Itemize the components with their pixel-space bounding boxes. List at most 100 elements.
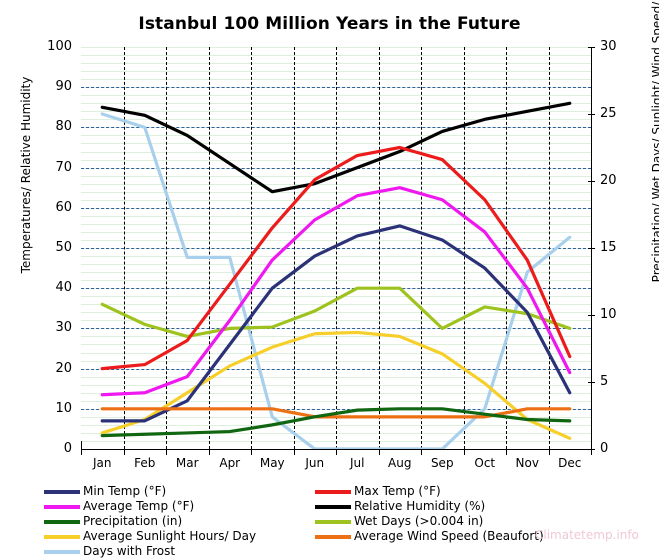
legend-item-label: Max Temp (°F) <box>354 484 441 498</box>
series-line <box>100 407 572 438</box>
series-lines <box>100 101 572 449</box>
legend-item[interactable]: Max Temp (°F) <box>315 484 544 499</box>
legend-item[interactable]: Wet Days (>0.004 in) <box>315 514 544 529</box>
y-axis-left-tick-label: 10 <box>55 400 72 416</box>
gridline-vertical <box>506 47 507 449</box>
y-axis-right-tick <box>588 248 595 249</box>
y-axis-right-tick-label: 20 <box>600 173 617 188</box>
legend-item[interactable]: Average Sunlight Hours/ Day <box>44 529 256 544</box>
gridline-vertical <box>293 47 295 449</box>
gridline-vertical <box>421 47 422 449</box>
y-axis-left-tick-label: 20 <box>55 360 72 376</box>
legend-item[interactable]: Min Temp (°F) <box>44 484 256 499</box>
legend-item[interactable]: Average Temp (°F) <box>44 499 256 514</box>
gridline-vertical <box>378 47 380 449</box>
legend-item-label: Min Temp (°F) <box>83 484 167 498</box>
y-axis-left-tick-label: 80 <box>55 119 72 135</box>
y-axis-left-tick-label: 70 <box>55 159 72 175</box>
y-axis-left-tick-label: 40 <box>55 280 72 296</box>
y-axis-left-tick-label: 0 <box>63 441 72 456</box>
x-axis-tick-label: Apr <box>219 456 241 470</box>
y-axis-right-tick-label: 30 <box>600 39 617 54</box>
y-axis-right-tick <box>588 315 595 316</box>
y-axis-left-tick-label: 30 <box>55 320 72 336</box>
legend-color-swatch <box>44 489 80 494</box>
legend: Min Temp (°F) Average Temp (°F) Precipitat… <box>44 484 644 558</box>
x-axis-tick <box>123 449 125 455</box>
x-axis-tick <box>251 449 252 455</box>
series-line <box>100 286 572 339</box>
y-axis-left-title: Temperatures/ Relative Humidity <box>19 76 33 274</box>
x-axis-tick-label: Jan <box>93 456 112 470</box>
legend-item[interactable]: Average Wind Speed (Beaufort) <box>315 529 544 544</box>
legend-color-swatch <box>44 504 80 509</box>
gridline-vertical <box>123 47 125 449</box>
chart-title: Istanbul 100 Million Years in the Future <box>138 14 521 34</box>
legend-item[interactable]: Relative Humidity (%) <box>315 499 544 514</box>
y-axis-right-tick <box>588 382 595 383</box>
x-axis-tick-label: Oct <box>474 456 496 470</box>
legend-item-label: Average Wind Speed (Beaufort) <box>354 529 544 543</box>
legend-color-swatch <box>44 519 80 524</box>
y-axis-right-tick <box>588 114 595 115</box>
legend-item-label: Average Temp (°F) <box>83 499 195 513</box>
legend-column-right: Max Temp (°F) Relative Humidity (%) Wet Da… <box>315 484 544 544</box>
y-axis-left-spine <box>81 441 82 450</box>
y-axis-left-tick-label: 100 <box>47 39 72 54</box>
legend-column-left: Min Temp (°F) Average Temp (°F) Precipitat… <box>44 484 256 559</box>
legend-color-swatch <box>315 504 351 509</box>
legend-item-label: Average Sunlight Hours/ Day <box>83 529 257 543</box>
y-axis-right-tick-label: 5 <box>600 374 609 389</box>
gridline-vertical <box>336 47 337 449</box>
y-axis-right-tick-label: 25 <box>600 106 617 121</box>
gridline-vertical <box>208 47 210 449</box>
series-line <box>100 145 572 371</box>
legend-color-swatch <box>315 519 351 524</box>
x-axis-tick <box>463 449 465 455</box>
x-axis-tick <box>591 449 592 455</box>
x-axis-tick <box>378 449 380 455</box>
x-axis-tick-label: Dec <box>558 456 582 470</box>
legend-color-swatch <box>44 534 80 539</box>
series-line <box>100 224 572 423</box>
x-axis-tick <box>208 449 210 455</box>
gridline-vertical <box>548 47 550 449</box>
x-axis-tick-label: Mar <box>175 456 199 470</box>
legend-color-swatch <box>315 489 351 494</box>
x-axis-tick-label: Jul <box>350 456 365 470</box>
legend-color-swatch <box>44 549 80 554</box>
legend-item[interactable]: Days with Frost <box>44 544 256 559</box>
x-axis-tick <box>293 449 295 455</box>
y-axis-right-tick <box>588 181 595 182</box>
x-axis-tick-label: Sep <box>430 456 454 470</box>
legend-item-label: Relative Humidity (%) <box>354 499 486 513</box>
x-axis-tick <box>81 449 82 455</box>
x-axis-tick <box>166 449 167 455</box>
y-axis-left-tick-label: 50 <box>55 240 72 255</box>
legend-item[interactable]: Precipitation (in) <box>44 514 256 529</box>
x-axis-tick <box>336 449 337 455</box>
gridline-vertical <box>166 47 167 449</box>
series-line <box>100 101 572 194</box>
y-axis-left-tick-label: 90 <box>55 79 72 95</box>
y-axis-right-tick-label: 10 <box>600 307 617 322</box>
x-axis-tick-label: Aug <box>388 456 412 470</box>
x-axis-tick-label: Jun <box>305 456 325 470</box>
series-line <box>100 112 572 449</box>
y-axis-right-title: Precipitation/ Wet Days/ Sunlight/ Wind … <box>650 1 659 283</box>
gridline-vertical <box>463 47 465 449</box>
legend-item-label: Precipitation (in) <box>83 514 183 528</box>
x-axis-tick <box>506 449 507 455</box>
legend-item-label: Days with Frost <box>83 544 176 558</box>
y-axis-right-tick-label: 0 <box>600 441 609 456</box>
x-axis-tick-label: May <box>259 456 285 470</box>
x-axis-tick <box>421 449 422 455</box>
x-axis-tick <box>548 449 550 455</box>
y-axis-right-tick-label: 15 <box>600 240 617 255</box>
gridline-vertical <box>251 47 252 449</box>
series-line <box>100 330 572 440</box>
y-axis-left-tick-label: 60 <box>55 199 72 215</box>
x-axis-tick-label: Nov <box>515 456 539 470</box>
legend-item-label: Wet Days (>0.004 in) <box>354 514 484 528</box>
